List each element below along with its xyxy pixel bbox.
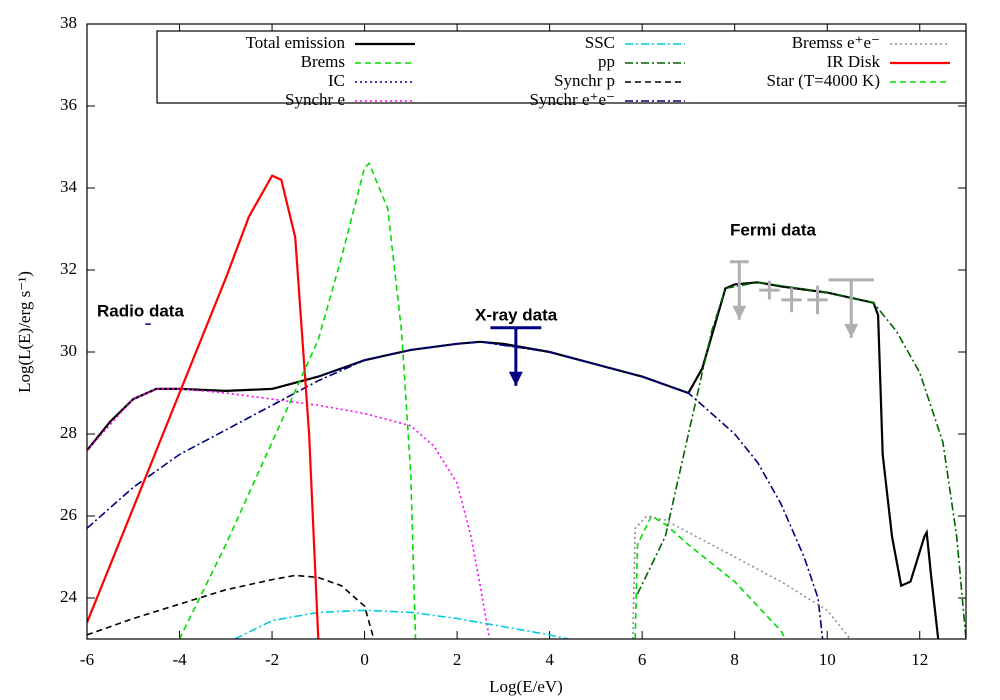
plot-frame (86, 23, 967, 640)
legend-label: IR Disk (827, 52, 881, 71)
x-tick-label: -4 (172, 650, 187, 669)
annotation: X-ray data (475, 305, 558, 324)
x-tick-label: 2 (453, 650, 462, 669)
series-line (178, 162, 417, 639)
legend-label: Brems (301, 52, 345, 71)
legend-label: Synchr e (285, 90, 345, 109)
x-tick-label: 8 (730, 650, 739, 669)
arrow-head (732, 305, 747, 320)
y-tick-label: 36 (60, 95, 77, 114)
y-axis-label: Log(L(E)/erg s⁻¹) (15, 271, 34, 393)
series-line (87, 388, 491, 639)
annotation: Radio data (97, 301, 184, 320)
legend-label: SSC (585, 33, 615, 52)
annotation: Fermi data (730, 220, 817, 239)
series-line (634, 514, 787, 639)
x-tick-label: 0 (360, 650, 369, 669)
legend-label: Total emission (246, 33, 346, 52)
y-tick-label: 34 (60, 177, 78, 196)
series-line (632, 515, 851, 639)
arrow-head (508, 371, 523, 386)
x-tick-label: -2 (265, 650, 279, 669)
x-tick-label: 12 (911, 650, 928, 669)
series-line (87, 174, 320, 639)
series-line (87, 574, 375, 639)
legend-label: IC (328, 71, 345, 90)
series-line (87, 281, 940, 639)
series-line (87, 340, 824, 639)
series-line (636, 281, 966, 639)
series-line (318, 340, 689, 394)
legend-label: Bremss e⁺e⁻ (792, 33, 880, 52)
legend-label: Synchr p (554, 71, 615, 90)
y-tick-label: 38 (60, 13, 77, 32)
x-tick-label: 6 (638, 650, 647, 669)
legend-label: pp (598, 52, 615, 71)
y-tick-label: 30 (60, 341, 77, 360)
x-axis-label: Log(E/eV) (489, 677, 563, 696)
x-tick-label: -6 (80, 650, 94, 669)
x-tick-label: 10 (819, 650, 836, 669)
series-line (234, 609, 569, 639)
y-tick-label: 28 (60, 423, 77, 442)
legend-box (156, 30, 967, 104)
legend-label: Synchr e⁺e⁻ (530, 90, 615, 109)
arrow-head (844, 323, 859, 338)
y-tick-label: 24 (60, 587, 78, 606)
y-tick-label: 32 (60, 259, 77, 278)
legend-label: Star (T=4000 K) (767, 71, 880, 90)
y-tick-label: 26 (60, 505, 77, 524)
x-tick-label: 4 (545, 650, 554, 669)
